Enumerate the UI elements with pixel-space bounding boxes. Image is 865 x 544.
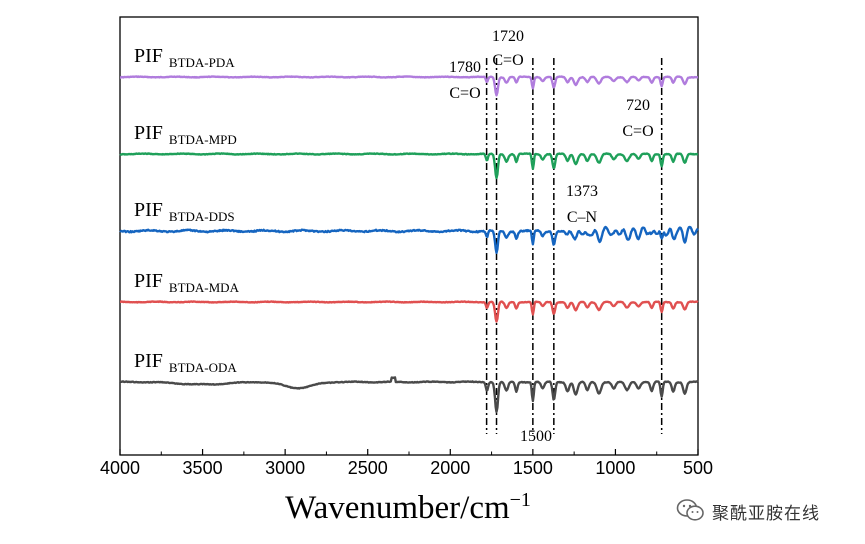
x-tick-label: 3500 (183, 458, 223, 478)
annotation-label: C=O (449, 85, 480, 102)
x-tick-label: 500 (683, 458, 713, 478)
series-label: PIF BTDA-PDA (134, 45, 235, 70)
series-label: PIF BTDA-MPD (134, 122, 237, 147)
x-axis-label: Wavenumber/cm−1 (285, 489, 531, 526)
series-line (119, 225, 699, 254)
annotation-value: 1720 (492, 28, 524, 45)
series-line (119, 152, 699, 180)
x-tick-label: 1500 (513, 458, 553, 478)
annotation-value: 1780 (449, 59, 481, 76)
x-tick-label: 3000 (265, 458, 305, 478)
annotation-label: C=O (622, 123, 653, 140)
series-line (119, 300, 699, 323)
series-label: PIF BTDA-DDS (134, 199, 235, 224)
x-tick-label: 4000 (100, 458, 140, 478)
wechat-icon (676, 499, 704, 521)
watermark: 聚酰亚胺在线 (676, 496, 856, 526)
series-label: PIF BTDA-ODA (134, 350, 237, 375)
annotation-label: C–N (567, 209, 598, 226)
series-line (119, 75, 699, 97)
watermark-text: 聚酰亚胺在线 (712, 503, 820, 524)
annotation-label: C=O (492, 52, 523, 69)
series-line (119, 376, 699, 414)
x-tick-label: 2000 (430, 458, 470, 478)
series-label: PIF BTDA-MDA (134, 270, 240, 295)
x-tick-label: 1000 (595, 458, 635, 478)
annotation-value: 1373 (566, 183, 598, 200)
annotation-value: 1500 (520, 428, 552, 445)
x-tick-label: 2500 (348, 458, 388, 478)
annotation-value: 720 (626, 97, 650, 114)
plot-frame (119, 16, 699, 456)
